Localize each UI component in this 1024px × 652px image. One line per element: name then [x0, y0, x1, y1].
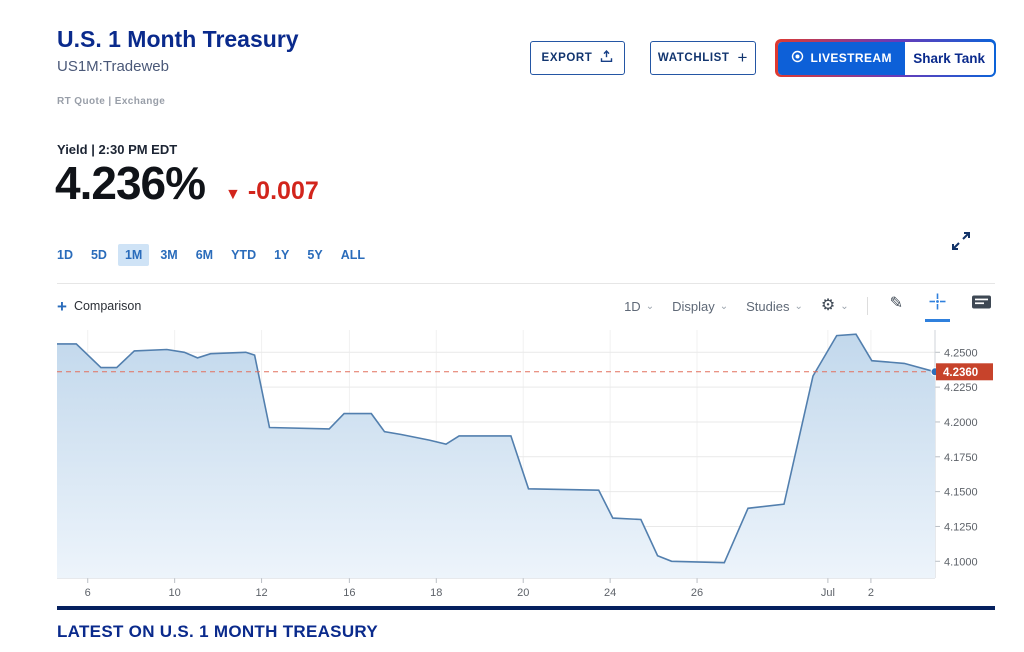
current-price-tag	[936, 363, 993, 381]
chart-top-divider	[57, 283, 995, 284]
y-axis-label: 4.1250	[944, 521, 978, 533]
plus-icon: +	[57, 296, 67, 316]
chevron-down-icon: ⌄	[794, 300, 803, 312]
x-axis-label: 2	[868, 587, 874, 598]
livestream-toggle-inner: LIVESTREAM Shark Tank	[777, 41, 994, 75]
y-axis-label: 4.1750	[944, 452, 978, 464]
show-segment[interactable]: Shark Tank	[905, 42, 994, 75]
x-axis-label: 24	[604, 587, 616, 598]
display-dropdown[interactable]: Display ⌄	[672, 299, 728, 314]
gear-icon: ⚙	[820, 297, 836, 314]
draw-tool-button[interactable]: ✎	[886, 293, 907, 319]
chart-toolbar: + Comparison 1D ⌄ Display ⌄ Studies ⌄ ⚙ …	[57, 290, 995, 322]
latest-news-heading: LATEST ON U.S. 1 MONTH TREASURY	[57, 622, 378, 641]
chart-settings-dropdown[interactable]: ⚙ ⌄	[821, 298, 849, 314]
export-button[interactable]: EXPORT	[530, 41, 625, 75]
change-value: -0.007	[247, 177, 319, 205]
price-chart[interactable]: 6 10 12 16 18 20 24 26 Jul 2 4.2500 4.2250 4.2000 4.1…	[57, 330, 995, 599]
interval-label: 1D	[624, 298, 641, 314]
range-tab-ytd[interactable]: YTD	[231, 248, 257, 262]
x-axis-label: 26	[691, 587, 703, 598]
watchlist-button[interactable]: WATCHLIST +	[650, 41, 756, 75]
range-tab-5y[interactable]: 5Y	[307, 248, 323, 262]
chevron-down-icon: ⌄	[645, 300, 655, 312]
page-title: U.S. 1 Month Treasury	[57, 26, 299, 52]
range-tabs: 1D 5D 1M 3M 6M YTD 1Y 5Y ALL	[50, 244, 372, 266]
range-tab-1y[interactable]: 1Y	[274, 248, 290, 262]
chevron-down-icon: ⌄	[840, 300, 849, 312]
fullscreen-expand-icon[interactable]	[950, 230, 974, 254]
y-axis-label: 4.1500	[944, 487, 978, 499]
show-label: Shark Tank	[913, 50, 986, 66]
range-tab-3m[interactable]: 3M	[160, 248, 178, 262]
symbol: US1M:Tradeweb	[57, 58, 169, 75]
area-fill	[57, 334, 935, 578]
comparison-label: Comparison	[73, 299, 142, 313]
price-change: ▼ -0.007	[225, 177, 319, 206]
range-tab-all[interactable]: ALL	[340, 248, 365, 262]
y-axis-label: 4.2000	[944, 417, 978, 429]
studies-dropdown[interactable]: Studies ⌄	[746, 299, 803, 314]
x-axis-label: 18	[430, 587, 442, 598]
chart-area[interactable]: 6 10 12 16 18 20 24 26 Jul 2 4.2500 4.2250 4.2000 4.1…	[57, 330, 995, 599]
toolbar-right-group: 1D ⌄ Display ⌄ Studies ⌄ ⚙ ⌄ ✎	[624, 290, 995, 322]
crosshair-tool-button[interactable]	[925, 290, 950, 322]
x-axis-label: 16	[343, 587, 355, 598]
section-divider	[57, 606, 995, 610]
interval-dropdown[interactable]: 1D ⌄	[624, 299, 654, 314]
range-tab-1m[interactable]: 1M	[117, 244, 150, 266]
livestream-segment[interactable]: LIVESTREAM	[777, 41, 905, 75]
add-comparison-button[interactable]: + Comparison	[57, 298, 141, 315]
range-tab-1d[interactable]: 1D	[57, 248, 73, 262]
livestream-label: LIVESTREAM	[810, 51, 892, 65]
range-tab-6m[interactable]: 6M	[195, 248, 214, 262]
x-axis-label: 20	[517, 587, 529, 598]
y-axis-label: 4.1000	[944, 556, 978, 568]
price-line	[57, 333, 936, 564]
quote-source: RT Quote | Exchange	[57, 96, 166, 107]
y-axis-label: 4.2250	[944, 382, 978, 394]
y-axis-label: 4.2500	[944, 347, 978, 359]
watchlist-button-label: WATCHLIST	[657, 52, 730, 64]
x-axis-label: 12	[255, 587, 267, 598]
toolbar-divider	[866, 297, 868, 315]
display-label: Display	[672, 298, 715, 314]
comments-panel-icon	[972, 295, 991, 314]
down-arrow-icon: ▼	[225, 186, 241, 203]
pencil-icon: ✎	[889, 295, 903, 312]
annotations-panel-button[interactable]	[968, 292, 995, 321]
livestream-toggle[interactable]: LIVESTREAM Shark Tank	[775, 39, 996, 77]
live-dot-icon	[791, 50, 804, 66]
x-axis-label: Jul	[821, 587, 835, 598]
range-tab-5d[interactable]: 5D	[90, 248, 107, 262]
quote-meta: Yield | 2:30 PM EDT	[57, 142, 178, 157]
studies-label: Studies	[746, 298, 790, 314]
export-button-label: EXPORT	[541, 52, 593, 64]
chevron-down-icon: ⌄	[719, 300, 729, 312]
x-axis-label: 10	[169, 587, 181, 598]
upload-icon	[600, 49, 613, 66]
current-yield: 4.236%	[55, 157, 206, 209]
price-row: 4.236% ▼ -0.007	[55, 160, 319, 206]
x-axis-label: 6	[85, 587, 91, 598]
current-price-label: 4.2360	[943, 367, 978, 379]
crosshair-icon	[929, 293, 946, 315]
plus-icon: +	[737, 47, 749, 67]
